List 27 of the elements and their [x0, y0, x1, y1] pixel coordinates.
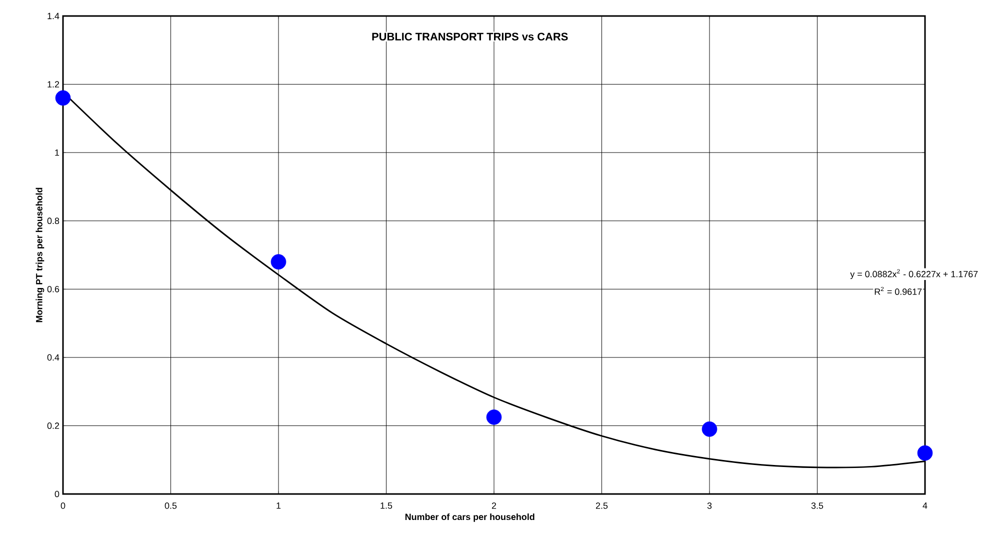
y-tick-label: 0	[54, 490, 60, 498]
point	[917, 445, 933, 461]
y-tick-label: 0.6	[47, 286, 60, 292]
x-tick-label: 3	[707, 502, 712, 509]
x-tick-label: 1.5	[380, 502, 392, 509]
y-tick-label: 1.2	[48, 81, 60, 88]
y-tick-label: 1	[55, 149, 60, 156]
annotation: R$^{2}$ = 0.9617	[874, 286, 922, 295]
x-tick-label: 3.5	[811, 502, 824, 509]
text: PUBLIC TRANSPORT TRIPS vs CARS	[372, 32, 568, 40]
point	[270, 254, 286, 270]
y-tick-label: 0.8	[47, 218, 60, 224]
x-tick-label: 4	[922, 502, 928, 509]
point	[55, 90, 71, 106]
point	[702, 421, 718, 437]
point	[486, 410, 502, 425]
x-axis-title: Number of cars per household	[405, 513, 534, 522]
y-tick-label: 0.4	[47, 354, 60, 361]
y-axis-title: Morning PT trips per household	[36, 188, 44, 322]
y-tick-label: 1.4	[48, 12, 60, 20]
x-tick-label: 0	[60, 502, 66, 509]
x-tick-label: 1	[276, 502, 281, 509]
y-tick-label: 0.2	[47, 422, 60, 429]
x-tick-label: 2.5	[596, 502, 608, 509]
x-tick-label: 2	[492, 502, 496, 509]
x-tick-label: 0.5	[164, 502, 177, 509]
annotation: y = 0.0882x$^{2}$ - 0.6227x + 1.1767	[850, 269, 978, 280]
